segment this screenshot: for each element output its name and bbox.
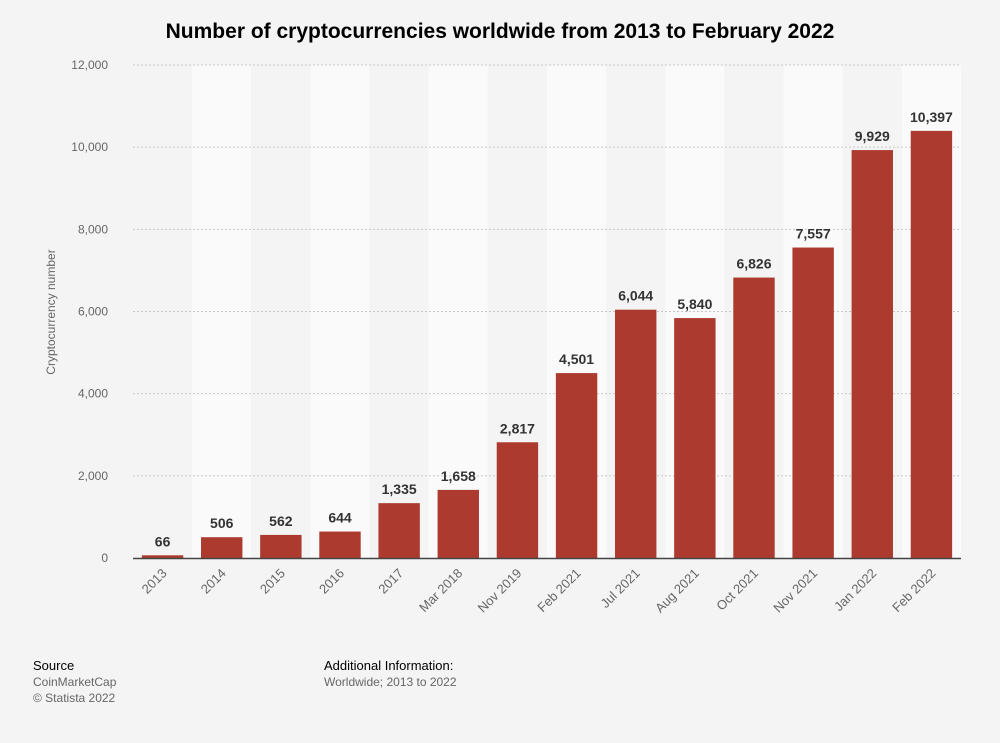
bar-value-label: 506 [210, 515, 234, 531]
x-tick-label: 2017 [375, 566, 406, 597]
bar[interactable] [141, 555, 184, 558]
bar[interactable] [792, 247, 834, 558]
bar-value-label: 6,044 [618, 288, 653, 304]
y-tick-label: 2,000 [78, 469, 108, 483]
y-tick-label: 6,000 [78, 305, 108, 319]
source-block: Source CoinMarketCap © Statista 2022 [33, 658, 116, 706]
x-tick-label: Aug 2021 [652, 566, 702, 616]
copyright-line: © Statista 2022 [33, 691, 116, 705]
chart-title: Number of cryptocurrencies worldwide fro… [165, 20, 835, 43]
bar[interactable] [555, 373, 598, 558]
bar-value-label: 1,658 [441, 468, 476, 484]
bar-value-label: 6,826 [736, 256, 771, 272]
bar[interactable] [674, 318, 716, 558]
additional-info-heading: Additional Information: [324, 658, 454, 673]
bar-value-label: 7,557 [796, 226, 831, 242]
y-axis-ticks: 0 2,000 4,000 6,000 8,000 10,000 12,000 [71, 58, 108, 565]
bar-value-label: 2,817 [500, 420, 535, 436]
source-heading: Source [33, 658, 75, 673]
x-tick-label: Oct 2021 [713, 566, 761, 614]
bar[interactable] [851, 150, 893, 558]
y-tick-label: 0 [101, 551, 108, 565]
bar-value-label: 9,929 [855, 128, 890, 144]
bar-value-label: 644 [328, 510, 352, 526]
bar[interactable] [437, 489, 479, 558]
x-tick-label: Nov 2021 [770, 566, 820, 616]
bar-value-label: 5,840 [677, 296, 712, 312]
y-tick-label: 10,000 [71, 140, 108, 154]
bar-value-label: 10,397 [910, 109, 953, 125]
bar-value-label: 1,335 [382, 481, 417, 497]
bars [141, 130, 953, 559]
x-tick-label: Feb 2021 [534, 566, 583, 615]
bar[interactable] [733, 277, 775, 558]
value-labels: 66 506 562 644 1,335 1,658 2,817 4,501 6,044 5,84… [155, 109, 953, 549]
x-tick-label: 2013 [139, 566, 170, 597]
additional-info-text: Worldwide; 2013 to 2022 [324, 675, 457, 689]
additional-info-block: Additional Information: Worldwide; 2013 … [324, 658, 457, 690]
bar-value-label: 4,501 [559, 351, 594, 367]
x-tick-label: Nov 2019 [475, 566, 525, 616]
x-axis-ticks: 2013 2014 2015 2016 2017 Mar 2018 Nov 2019 Feb … [139, 566, 939, 616]
bar[interactable] [496, 442, 539, 558]
x-tick-label: Jul 2021 [597, 566, 642, 611]
bar[interactable] [615, 309, 657, 558]
bar[interactable] [319, 531, 361, 558]
y-tick-label: 8,000 [78, 222, 108, 236]
bar[interactable] [260, 534, 302, 558]
bar[interactable] [910, 130, 953, 559]
x-tick-label: Mar 2018 [416, 566, 465, 615]
bar-value-label: 562 [269, 513, 293, 529]
y-tick-label: 12,000 [71, 58, 108, 72]
x-tick-label: 2015 [257, 566, 288, 597]
x-tick-label: 2014 [198, 566, 229, 597]
y-axis-label: Cryptocurrency number [44, 249, 58, 374]
bar[interactable] [378, 503, 420, 558]
x-tick-label: Feb 2022 [889, 566, 938, 615]
bar-value-label: 66 [155, 533, 171, 549]
x-tick-label: Jan 2022 [831, 566, 879, 614]
y-tick-label: 4,000 [78, 387, 108, 401]
source-line: CoinMarketCap [33, 675, 117, 689]
x-tick-label: 2016 [316, 566, 347, 597]
plot-band [310, 65, 370, 558]
bar[interactable] [201, 537, 243, 558]
